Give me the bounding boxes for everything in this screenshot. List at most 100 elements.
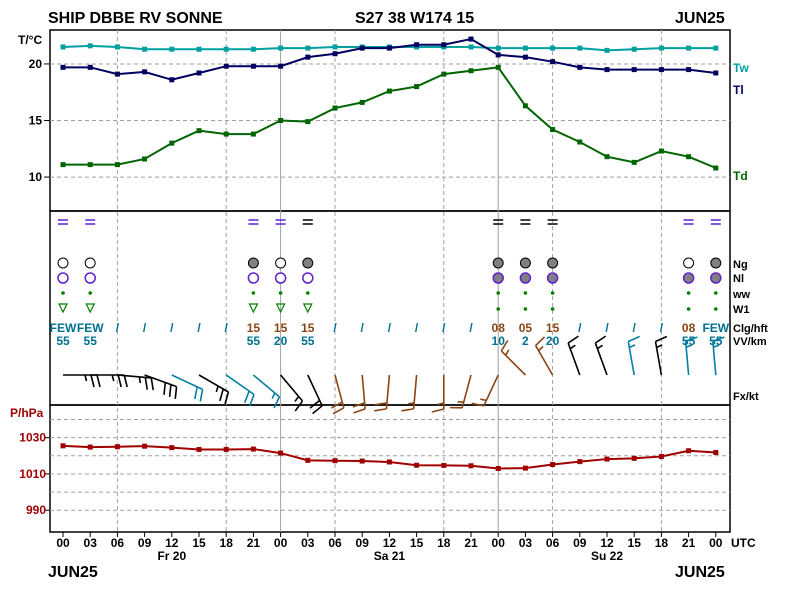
data-point-tw (550, 45, 556, 51)
data-point-pressure (142, 443, 148, 449)
legend-tl: Tl (733, 83, 744, 97)
data-point-tw (223, 46, 229, 52)
x-tick-label: 03 (301, 536, 315, 550)
pressure-panel (49, 404, 731, 533)
x-tick-label: 03 (519, 536, 533, 550)
data-point-tw (631, 46, 637, 52)
data-point-pressure (468, 463, 474, 469)
wind-barb (712, 336, 725, 376)
data-point-pressure (550, 462, 556, 468)
ceiling-value: / (116, 321, 120, 335)
cloud-cover-circle (683, 257, 695, 269)
data-point-td (495, 64, 501, 70)
data-point-td (713, 165, 719, 171)
data-point-tw (142, 46, 148, 52)
data-point-tl (250, 63, 256, 69)
data-point-pressure (686, 448, 692, 454)
wind-barb (171, 374, 204, 402)
data-point-pressure (114, 444, 120, 450)
data-point-tl (87, 64, 93, 70)
data-point-td (305, 119, 311, 125)
present-weather-dot (523, 291, 528, 295)
data-point-td (60, 162, 66, 168)
station-title: SHIP DBBE RV SONNE (48, 10, 223, 27)
low-cloud-circle (710, 272, 722, 284)
low-cloud-circle (492, 272, 504, 284)
ceiling-value: / (333, 321, 337, 335)
data-point-tl (658, 67, 664, 73)
data-point-tl (142, 69, 148, 75)
visibility-value: 20 (546, 334, 560, 348)
data-point-tl (631, 67, 637, 73)
data-point-tl (441, 42, 447, 48)
low-cloud-circle (519, 272, 532, 284)
visibility-value: 55 (84, 334, 98, 348)
past-weather-dot (686, 307, 691, 311)
present-weather-dot (686, 291, 691, 295)
data-point-tl (114, 71, 120, 77)
x-tick-label: 09 (138, 536, 152, 550)
x-tick-label: 18 (437, 536, 451, 550)
wind-barb (90, 374, 128, 388)
cloud-cover-circle (247, 257, 259, 269)
ceiling-value: 15 (274, 321, 288, 335)
present-weather-dot (278, 291, 283, 295)
data-point-pressure (278, 450, 284, 456)
cloud-type-mark (58, 219, 68, 225)
data-point-tw (169, 46, 175, 52)
x-tick-label: 00 (709, 536, 723, 550)
legend-tw: Tw (733, 61, 749, 75)
pressure-tick-label: 1010 (19, 467, 46, 481)
data-point-pressure (305, 457, 311, 463)
wind-barb (534, 336, 554, 376)
cloud-type-mark (520, 219, 531, 225)
wind-barb (252, 374, 281, 409)
data-point-pressure (359, 458, 365, 464)
cloud-type-mark (547, 219, 558, 225)
data-point-td (332, 105, 338, 111)
data-point-pressure (196, 446, 202, 452)
data-point-tl (604, 67, 610, 73)
data-point-tl (332, 51, 338, 57)
series-line-td (63, 66, 717, 169)
data-point-td (250, 131, 256, 137)
data-point-pressure (386, 459, 392, 465)
present-weather-dot (88, 291, 92, 295)
visibility-value: 2 (522, 334, 529, 348)
ceiling-value: 08 (682, 321, 696, 335)
low-cloud-circle (84, 272, 96, 284)
data-point-tw (278, 45, 284, 51)
present-weather-dot (251, 291, 256, 295)
data-point-td (359, 99, 365, 105)
data-point-tl (522, 54, 528, 60)
ceiling-value: / (633, 321, 637, 335)
data-point-tl (169, 77, 175, 83)
temperature-series (60, 36, 719, 171)
cloud-cover-circle (302, 257, 314, 269)
temperature-tick-labels: 10 15 20 (29, 57, 730, 184)
wind-barb (684, 336, 698, 376)
cloud-type-mark (710, 219, 721, 225)
data-point-td (169, 140, 175, 146)
present-weather-dot (306, 291, 310, 295)
data-point-tl (60, 64, 66, 70)
cloud-type-mark (248, 219, 259, 225)
present-weather-dot (550, 291, 555, 295)
x-tick-label: 00 (274, 536, 288, 550)
data-point-pressure (414, 462, 420, 468)
data-point-td (87, 162, 93, 168)
x-tick-label: 21 (247, 536, 261, 550)
cloud-type-mark (302, 219, 313, 225)
ceiling-value: / (578, 321, 582, 335)
ceiling-value: 15 (546, 321, 560, 335)
visibility-value: 10 (492, 334, 506, 348)
cloud-cover-circle (519, 257, 531, 269)
pressure-series (60, 443, 719, 471)
data-point-tl (550, 59, 556, 65)
month-bottom-right: JUN25 (675, 564, 725, 581)
wind-barb (307, 374, 323, 415)
temperature-axis-label: T/°C (18, 33, 42, 47)
data-point-pressure (250, 446, 256, 452)
data-point-pressure (87, 444, 93, 450)
data-point-td (441, 71, 447, 77)
